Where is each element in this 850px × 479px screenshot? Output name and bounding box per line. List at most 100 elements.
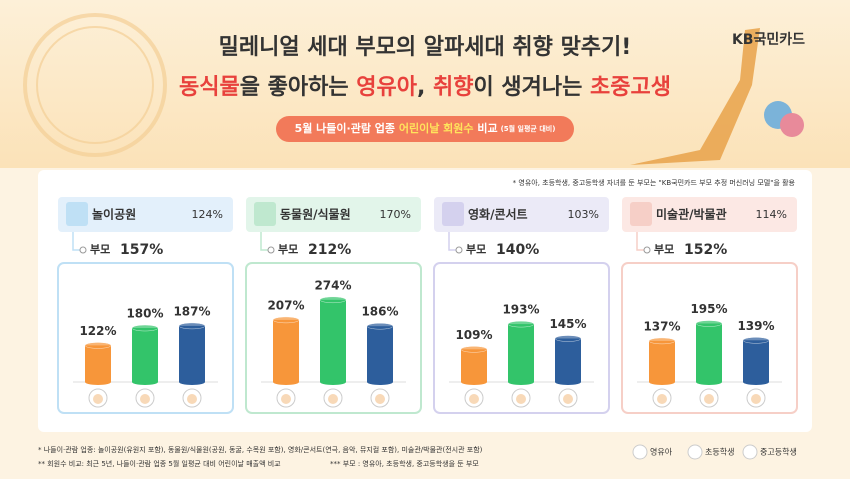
parent-value: 152% bbox=[684, 242, 727, 258]
connector-dot bbox=[267, 246, 275, 254]
bar-bottom bbox=[273, 379, 299, 385]
badge-text: 5월 나들이·관람 업종 어린이날 회원수 비교 (5월 일평균 대비) bbox=[295, 121, 556, 135]
category-icon bbox=[442, 202, 464, 226]
giraffe bbox=[630, 28, 760, 165]
bar bbox=[367, 326, 393, 382]
child-face bbox=[563, 394, 573, 404]
value-label: 139% bbox=[737, 319, 774, 333]
legend-icon bbox=[687, 444, 703, 460]
child-face bbox=[93, 394, 103, 404]
category-title: 놀이공원 bbox=[92, 207, 136, 222]
bar-top bbox=[319, 296, 347, 304]
badge-part: 비교 bbox=[474, 121, 498, 135]
value-label: 137% bbox=[643, 319, 680, 333]
category-total: 124% bbox=[192, 208, 223, 221]
bar bbox=[273, 319, 299, 382]
bar-top bbox=[131, 324, 159, 332]
child-face bbox=[187, 394, 197, 404]
legend-label: 영유아 bbox=[650, 447, 673, 457]
badge bbox=[276, 116, 574, 142]
bar bbox=[555, 338, 581, 382]
stamp-inner bbox=[36, 26, 154, 144]
category-title: 영화/콘서트 bbox=[468, 207, 528, 222]
subtitle-part: 을 좋아하는 bbox=[240, 75, 357, 100]
child-face bbox=[328, 394, 338, 404]
bar-bottom bbox=[132, 379, 158, 385]
badge-part: (5월 일평균 대비) bbox=[501, 124, 556, 133]
legend-icon bbox=[742, 444, 758, 460]
category-box bbox=[246, 197, 421, 232]
value-label: 207% bbox=[267, 298, 304, 312]
child-face bbox=[469, 394, 479, 404]
bar-bottom bbox=[696, 379, 722, 385]
note: * 영유아, 초등학생, 중고등학생 자녀를 둔 부모는 "KB국민카드 부모 … bbox=[513, 178, 796, 187]
parent-label: 부모 bbox=[654, 243, 674, 256]
child-face bbox=[281, 394, 291, 404]
subtitle-part: 동식물 bbox=[179, 75, 240, 100]
value-label: 180% bbox=[126, 307, 163, 321]
category-box bbox=[58, 197, 233, 232]
bar-top bbox=[554, 335, 582, 342]
connector-dot bbox=[79, 246, 87, 254]
value-label: 145% bbox=[549, 317, 586, 331]
legend-label: 초등학생 bbox=[705, 447, 734, 457]
category-icon bbox=[630, 202, 652, 226]
category-title: 미술관/박물관 bbox=[656, 207, 727, 222]
value-label: 109% bbox=[455, 328, 492, 342]
bar-top bbox=[84, 342, 112, 349]
subtitle-part: 이 생겨나는 bbox=[474, 75, 591, 100]
child-face bbox=[751, 394, 761, 404]
bar bbox=[132, 328, 158, 382]
subtitle-part: 초중고생 bbox=[590, 75, 671, 100]
category-total: 114% bbox=[756, 208, 787, 221]
child-face bbox=[375, 394, 385, 404]
subtitle-part: 영유아 bbox=[356, 75, 417, 100]
category-box bbox=[434, 197, 609, 232]
bar bbox=[179, 325, 205, 382]
parent-label: 부모 bbox=[466, 243, 486, 256]
badge-part: 5월 나들이·관람 업종 bbox=[295, 121, 399, 135]
value-label: 186% bbox=[361, 305, 398, 319]
bar-top bbox=[648, 337, 676, 345]
footnote: *** 부모 : 영유아, 초등학생, 중고등학생을 둔 부모 bbox=[330, 459, 479, 468]
bar bbox=[508, 324, 534, 382]
bar bbox=[85, 345, 111, 382]
bar-bottom bbox=[320, 379, 346, 385]
connector-dot bbox=[643, 246, 651, 254]
bar-top bbox=[178, 322, 206, 330]
value-label: 122% bbox=[79, 324, 116, 338]
bar bbox=[461, 349, 487, 382]
bar-bottom bbox=[555, 379, 581, 385]
child-face bbox=[704, 394, 714, 404]
bar-bottom bbox=[85, 379, 111, 385]
bar bbox=[320, 299, 346, 382]
legend-icon bbox=[632, 444, 648, 460]
stamp bbox=[23, 13, 167, 157]
bar-top bbox=[460, 346, 488, 353]
parent-label: 부모 bbox=[90, 243, 110, 256]
child-face bbox=[516, 394, 526, 404]
value-label: 274% bbox=[314, 278, 351, 292]
footnote: * 나들이·관람 업종: 놀이공원(유원지 포함), 동물원/식물원(공원, 동… bbox=[38, 445, 483, 454]
legend-label: 중고등학생 bbox=[760, 447, 797, 457]
bar-bottom bbox=[649, 379, 675, 385]
parent-value: 212% bbox=[308, 242, 351, 258]
bar bbox=[696, 323, 722, 382]
bar-bottom bbox=[508, 379, 534, 385]
brand: KB국민카드 bbox=[732, 31, 805, 48]
bar-top bbox=[742, 337, 770, 344]
category-title: 동물원/식물원 bbox=[280, 207, 351, 222]
subtitle: 동식물을 좋아하는 영유아, 취향이 생겨나는 초중고생 bbox=[179, 75, 671, 100]
bar-top bbox=[695, 320, 723, 327]
badge-part: 어린이날 회원수 bbox=[399, 121, 474, 135]
bar-top bbox=[507, 320, 535, 328]
connector-dot bbox=[455, 246, 463, 254]
bar-bottom bbox=[743, 379, 769, 385]
parent-figure bbox=[780, 113, 804, 137]
bar-bottom bbox=[179, 379, 205, 385]
title: 밀레니얼 세대 부모의 알파세대 취향 맞추기! bbox=[219, 35, 632, 60]
parent-label: 부모 bbox=[278, 243, 298, 256]
subtitle-part: , bbox=[417, 75, 433, 100]
subtitle-part: 취향 bbox=[433, 75, 473, 100]
